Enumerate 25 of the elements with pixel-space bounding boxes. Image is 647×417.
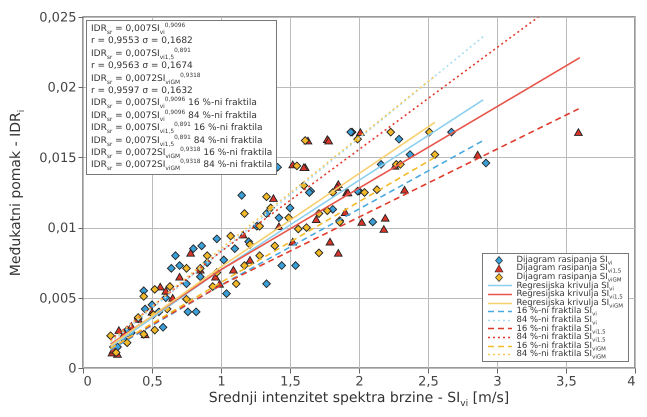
annotation: IDR$_{sr}$ = 0,007SI$_{vi1,5}$$^{0,891}$ 16 %-ni fraktila: [91, 122, 264, 136]
x-tick-label: 2,5: [418, 374, 439, 390]
x-tick-label: 0,5: [142, 374, 163, 390]
y-tick-label: 0,015: [39, 150, 76, 166]
y-tick-label: 0,01: [48, 221, 76, 236]
y-tick-label: 0: [68, 362, 76, 376]
y-tick-label: 0,005: [39, 291, 76, 306]
y-tick-label: 0,025: [39, 10, 76, 26]
x-tick-label: 3: [493, 374, 502, 390]
x-tick-label: 1: [217, 374, 226, 390]
annotation: IDR$_{sr}$ = 0,007SI$_{vi1,5}$$^{0,891}$ 84 %-ni fraktila: [91, 134, 264, 148]
annotation: r = 0,9597 σ = 0,1632: [91, 85, 194, 96]
x-tick-label: 2: [355, 374, 364, 390]
x-axis-title: Srednji intenzitet spektra brzine - SI$_{vi}$ [m/s]: [208, 390, 510, 409]
annotation: r = 0,9563 σ = 0,1674: [91, 60, 194, 72]
annotation: r = 0,9553 σ = 0,1682: [91, 35, 194, 48]
annotation: IDR$_{sr}$ = 0,007SI$_{vi}$$^{0,9096}$ 16 %-ni fraktila: [91, 97, 258, 110]
annotation: IDR$_{sr}$ = 0,0072SI$_{viGM}$$^{0,9318}$ 16 %-ni fraktila: [91, 147, 272, 160]
annotation: IDR$_{sr}$ = 0,007SI$_{vi}$$^{0,9096}$ 84 %-ni fraktila: [91, 110, 258, 123]
x-tick-label: 1,5: [280, 374, 301, 390]
x-tick-label: 0: [84, 374, 92, 390]
y-tick-label: 0,02: [48, 80, 76, 96]
x-tick-label: 4: [627, 374, 636, 390]
x-tick-label: 3,5: [556, 374, 577, 390]
annotation: IDR$_{sr}$ = 0,0072SI$_{viGM}$$^{0,9318}$ 84 %-ni fraktila: [91, 159, 272, 172]
